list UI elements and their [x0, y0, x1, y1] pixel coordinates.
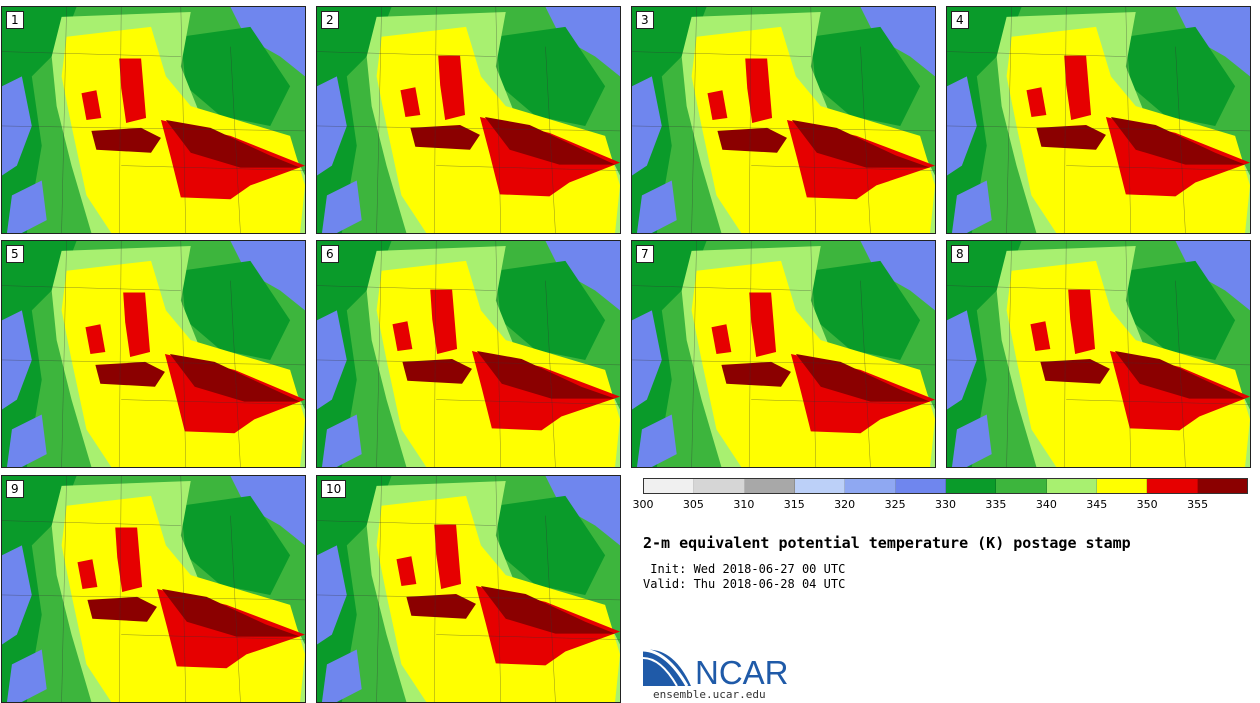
theta-e-map	[317, 476, 620, 702]
member-label: 10	[321, 480, 347, 498]
colorbar-segment	[694, 479, 745, 493]
colorbar-tick-label: 355	[1187, 498, 1209, 511]
theta-e-map	[947, 7, 1250, 233]
colorbar-segment	[1046, 479, 1097, 493]
colorbar-segment	[845, 479, 896, 493]
theta-e-map	[2, 241, 305, 467]
logo-text: NCAR	[695, 654, 789, 690]
colorbar-tick-label: 335	[985, 498, 1007, 511]
member-panel-5[interactable]: 5	[1, 240, 306, 468]
colorbar-segment	[744, 479, 795, 493]
colorbar-tick-label: 300	[632, 498, 654, 511]
member-panel-4[interactable]: 4	[946, 6, 1251, 234]
colorbar-tick-label: 330	[935, 498, 956, 511]
theta-e-map	[2, 476, 305, 702]
theta-e-map	[317, 241, 620, 467]
member-panel-2[interactable]: 2	[316, 6, 621, 234]
member-label: 5	[6, 245, 24, 263]
member-panel-6[interactable]: 6	[316, 240, 621, 468]
colorbar-ticks: 300 305 310 315 320 325 330 335 340 345 350 355	[633, 498, 1248, 512]
colorbar-segment	[996, 479, 1047, 493]
member-panel-7[interactable]: 7	[631, 240, 936, 468]
theta-e-map	[947, 241, 1250, 467]
member-label: 1	[6, 11, 24, 29]
member-label: 4	[951, 11, 969, 29]
member-label: 8	[951, 245, 969, 263]
colorbar-tick-label: 310	[733, 498, 755, 511]
member-label: 9	[6, 480, 24, 498]
colorbar-tick-label: 305	[682, 498, 704, 511]
member-panel-3[interactable]: 3	[631, 6, 936, 234]
theta-e-map	[2, 7, 305, 233]
init-time: Init: Wed 2018-06-27 00 UTC	[643, 562, 845, 576]
valid-time: Valid: Thu 2018-06-28 04 UTC	[643, 577, 846, 591]
member-panel-9[interactable]: 9	[1, 475, 306, 703]
theta-e-map	[317, 7, 620, 233]
colorbar-tick-label: 350	[1136, 498, 1158, 511]
colorbar-segment	[794, 479, 846, 493]
colorbar-segment	[1197, 479, 1247, 493]
colorbar-tick-label: 320	[834, 498, 856, 511]
site-url[interactable]: ensemble.ucar.edu	[653, 688, 766, 701]
colorbar-segment	[895, 479, 946, 493]
colorbar	[643, 478, 1248, 494]
theta-e-map	[632, 7, 935, 233]
colorbar-tick-label: 325	[884, 498, 906, 511]
colorbar-segment	[1096, 479, 1148, 493]
theta-e-map	[632, 241, 935, 467]
colorbar-segment	[945, 479, 997, 493]
colorbar-tick-label: 315	[783, 498, 805, 511]
colorbar-tick-label: 345	[1086, 498, 1108, 511]
member-panel-10[interactable]: 10	[316, 475, 621, 703]
colorbar-segment	[1147, 479, 1198, 493]
member-label: 6	[321, 245, 339, 263]
member-label: 2	[321, 11, 339, 29]
member-label: 3	[636, 11, 654, 29]
init-text: Init: Wed 2018-06-27 00 UTC	[650, 562, 846, 576]
colorbar-tick-label: 340	[1035, 498, 1057, 511]
member-panel-1[interactable]: 1	[1, 6, 306, 234]
colorbar-segment	[644, 479, 695, 493]
ncar-logo-icon: NCAR	[643, 648, 789, 690]
member-panel-8[interactable]: 8	[946, 240, 1251, 468]
product-title: 2-m equivalent potential temperature (K)…	[643, 534, 1131, 552]
member-label: 7	[636, 245, 654, 263]
